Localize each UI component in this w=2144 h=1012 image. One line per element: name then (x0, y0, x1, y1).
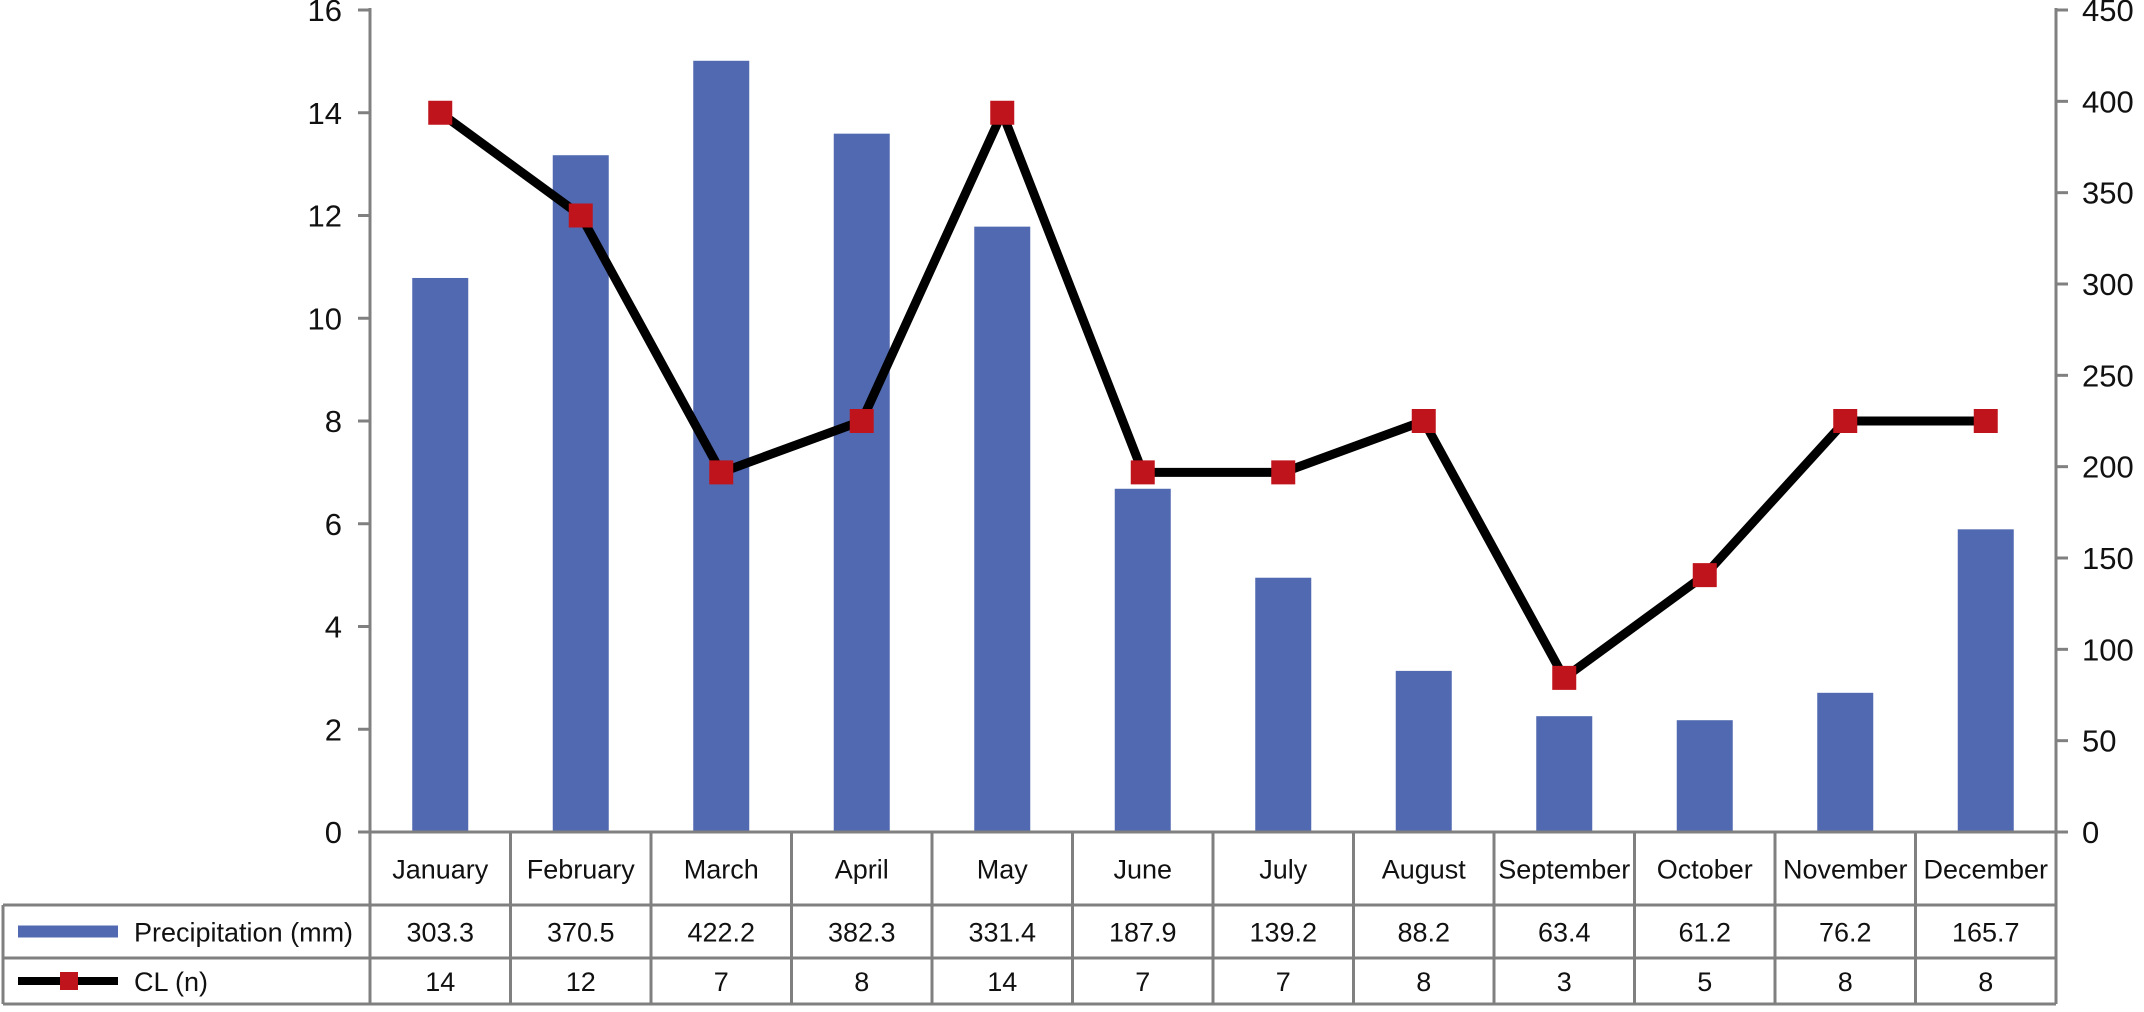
precipitation-cell: 165.7 (1952, 918, 2020, 948)
category-label: December (1923, 855, 2048, 885)
cl-cell: 12 (566, 967, 596, 997)
right-tick-label: 200 (2082, 450, 2134, 485)
cl-cell: 14 (987, 967, 1017, 997)
category-label: February (527, 855, 636, 885)
cl-marker (428, 100, 453, 125)
left-tick-label: 4 (325, 610, 342, 645)
precipitation-bar (693, 60, 750, 833)
precipitation-bar (833, 133, 890, 832)
cl-legend-label: CL (n) (134, 967, 208, 997)
left-tick-label: 0 (325, 815, 342, 850)
category-label: August (1382, 855, 1467, 885)
precipitation-legend-label: Precipitation (mm) (134, 918, 353, 948)
cl-marker (1411, 409, 1436, 433)
category-label: May (977, 855, 1029, 885)
left-tick-label: 16 (308, 0, 342, 28)
cl-marker (1271, 460, 1296, 485)
precipitation-cell: 331.4 (968, 918, 1036, 948)
precipitation-cell: 370.5 (547, 918, 615, 948)
precipitation-cell: 63.4 (1538, 918, 1591, 948)
precipitation-bar (1957, 529, 2014, 832)
category-label: November (1783, 855, 1908, 885)
precipitation-bar (974, 226, 1031, 832)
right-tick-label: 50 (2082, 724, 2116, 759)
category-label: March (684, 855, 759, 885)
precipitation-bar (552, 155, 609, 833)
right-tick-label: 450 (2082, 0, 2134, 28)
cl-marker (1833, 409, 1858, 433)
precipitation-cell: 382.3 (828, 918, 896, 948)
right-tick-label: 350 (2082, 176, 2134, 211)
cl-marker (1973, 409, 1998, 433)
category-label: June (1113, 855, 1172, 885)
precipitation-bar (1255, 577, 1312, 832)
cl-marker (990, 100, 1015, 125)
precipitation-bars (412, 60, 2014, 833)
right-tick-label: 100 (2082, 632, 2134, 667)
left-tick-label: 2 (325, 712, 342, 747)
category-label: January (392, 855, 489, 885)
left-tick-label: 10 (308, 301, 342, 336)
category-label: July (1259, 855, 1308, 885)
precipitation-legend-swatch (18, 925, 118, 938)
cl-marker (1692, 563, 1717, 588)
cl-cell: 8 (854, 967, 869, 997)
precipitation-cell: 422.2 (687, 918, 755, 948)
cl-cell: 14 (425, 967, 455, 997)
cl-cell: 8 (1416, 967, 1431, 997)
cl-cell: 8 (1838, 967, 1853, 997)
data-table: January February March April May June July Augu… (1, 832, 2058, 1006)
right-tick-label: 300 (2082, 267, 2134, 302)
precipitation-bar (1395, 670, 1452, 832)
precipitation-bar (1536, 716, 1593, 832)
cl-cell: 5 (1697, 967, 1712, 997)
precipitation-bar (1676, 720, 1733, 832)
right-tick-label: 400 (2082, 84, 2134, 119)
cl-line-series (428, 100, 1998, 690)
cl-cell: 7 (1135, 967, 1150, 997)
right-tick-label: 250 (2082, 358, 2134, 393)
cl-marker (1552, 665, 1577, 690)
precipitation-bar (1114, 488, 1171, 832)
left-tick-label: 14 (308, 96, 342, 131)
precipitation-cell: 187.9 (1109, 918, 1177, 948)
category-label: April (835, 855, 889, 885)
cl-marker (709, 460, 734, 485)
cl-marker (849, 409, 874, 433)
right-tick-label: 0 (2082, 815, 2099, 850)
cl-cell: 8 (1978, 967, 1993, 997)
precipitation-cell: 61.2 (1678, 918, 1731, 948)
cl-cell: 7 (714, 967, 729, 997)
precipitation-bar (1817, 692, 1874, 832)
cl-cell: 3 (1557, 967, 1572, 997)
left-tick-label: 6 (325, 507, 342, 542)
precipitation-cell: 139.2 (1249, 918, 1317, 948)
cl-marker (568, 203, 593, 228)
category-label: September (1498, 855, 1630, 885)
right-tick-label: 150 (2082, 541, 2134, 576)
cl-line (437, 108, 1986, 683)
precipitation-bar (412, 277, 469, 832)
cl-legend-marker (60, 972, 78, 990)
precipitation-cell: 88.2 (1397, 918, 1450, 948)
left-tick-label: 12 (308, 199, 342, 234)
left-tick-label: 8 (325, 404, 342, 439)
cl-marker (1130, 460, 1155, 485)
cl-cell: 7 (1276, 967, 1291, 997)
precipitation-cell: 303.3 (406, 918, 474, 948)
category-label: October (1657, 855, 1753, 885)
precipitation-cell: 76.2 (1819, 918, 1872, 948)
